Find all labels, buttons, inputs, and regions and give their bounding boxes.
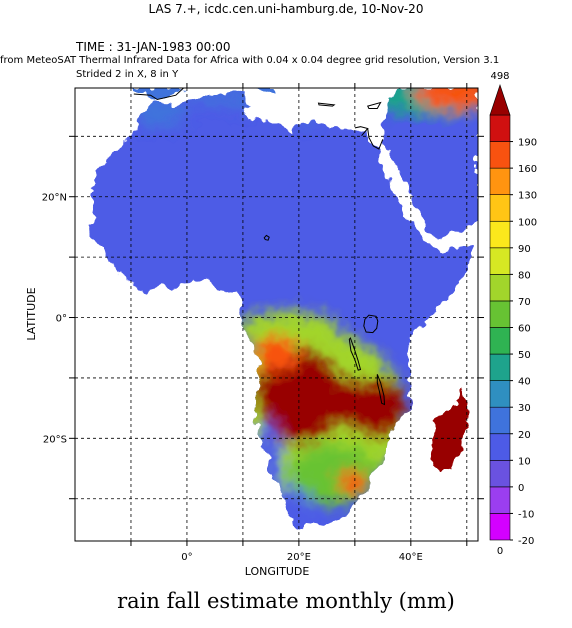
header-software-line: LAS 7.+, icdc.cen.uni-hamburg.de, 10-Nov… [148,2,424,16]
zone-mozambique [349,377,406,439]
colorbar-label-15: 190 [518,138,537,149]
colorbar-max-label: 498 [490,71,509,82]
colorbar-band-6 [489,353,511,381]
colorbar-band-10 [489,247,511,275]
x-axis-title: LONGITUDE [245,565,310,578]
colorbar-label-1: -10 [518,509,534,520]
chart-title: rain fall estimate monthly (mm) [117,589,455,613]
colorbar-band-1 [489,486,511,514]
colorbar-label-4: 20 [518,430,531,441]
zone-lower-congo [254,335,299,372]
colorbar-band-0 [489,513,511,541]
colorbar-band-11 [489,220,511,249]
colorbar-label-3: 10 [518,456,531,467]
colorbar-band-3 [489,433,511,461]
y-tick-label-1: 0° [56,314,67,325]
land-iberia [132,88,185,100]
colorbar-label-8: 60 [518,324,531,335]
colorbar-band-12 [489,194,511,222]
land-arabia [384,88,478,238]
header-stride: Strided 2 in X, 8 in Y [76,69,179,80]
lake-chad [263,234,270,241]
colorbar-band-9 [489,274,511,302]
zone-southeast-highveld [338,469,367,494]
lake-victoria [363,314,379,334]
colorbar-label-0: -20 [518,536,534,547]
colorbar-label-7: 50 [518,350,531,361]
colorbar-label-12: 100 [518,217,537,228]
header-time: TIME : 31-JAN-1983 00:00 [76,40,231,54]
x-tick-label-0: 0° [181,552,192,563]
colorbar-label-2: 0 [518,483,524,494]
zone-zagros [415,88,478,111]
plot-frame [74,87,479,542]
nile-delta [354,126,369,137]
iberia-coast [133,88,188,101]
colorbar-band-13 [489,167,511,195]
colorbar-band-14 [489,141,511,169]
colorbar-label-13: 130 [518,191,537,202]
x-tick-label-1: 20°E [287,552,311,563]
colorbar-label-10: 80 [518,270,531,281]
sinai-coast [367,128,384,150]
y-axis-title: LATITUDE [25,287,38,340]
x-tick-label-2: 40°E [399,552,423,563]
colorbar-label-11: 90 [518,244,531,255]
colorbar-label-14: 160 [518,164,537,175]
x-tick-labels: 0° 20°E 40°E [181,552,423,563]
colorbar-band-8 [489,300,511,328]
zone-congo-north [237,311,339,348]
land-sicily [256,88,274,96]
land-field [89,88,478,528]
colorbar-min-label: 0 [497,546,503,557]
colorbar-top-triangle [489,84,511,116]
colorbar-band-5 [489,380,511,408]
colorbar-band-2 [489,460,511,488]
gridlines [75,88,478,541]
land-madagascar [429,390,469,473]
arabia-zones [384,88,478,118]
lake-malawi [376,374,386,406]
colorbar-label-9: 70 [518,297,531,308]
colorbar-label-5: 30 [518,403,531,414]
plot-area [75,88,478,541]
y-tick-label-2: 20°S [43,434,67,445]
y-tick-label-0: 20°N [42,193,67,204]
crete [317,102,336,107]
colorbar: -20 -10 0 10 20 30 40 50 60 70 80 90 100 130 160 190 498… [489,71,537,557]
colorbar-label-6: 40 [518,377,531,388]
lake-tanganyika [348,337,362,371]
header-dataset: from MeteoSAT Thermal Infrared Data for … [0,55,500,66]
cyprus [366,101,382,109]
colorbar-band-4 [489,406,511,435]
colorbar-band-7 [489,327,511,355]
axis-ticks [69,83,484,546]
coastline [133,88,386,406]
y-tick-labels: 20°N 0° 20°S [42,193,67,446]
colorbar-band-15 [489,114,511,142]
